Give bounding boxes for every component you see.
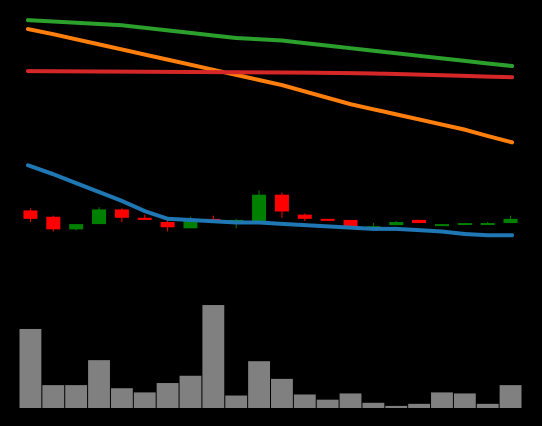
- volume-bar: [499, 385, 522, 408]
- candle-body: [69, 224, 84, 230]
- volume-bar: [339, 393, 362, 408]
- volume-bar: [19, 328, 42, 408]
- candle-body: [160, 222, 175, 228]
- volume-bar: [179, 375, 202, 408]
- volume-bar: [408, 403, 431, 408]
- volume-bar: [476, 403, 499, 408]
- volume-bar: [248, 361, 270, 408]
- candle-body: [457, 223, 472, 226]
- candle-body: [503, 218, 518, 224]
- candles: [23, 190, 518, 232]
- candle-body: [320, 218, 335, 221]
- candle-body: [183, 220, 198, 229]
- volume-bar: [225, 395, 248, 408]
- volume-bar: [65, 385, 88, 408]
- volume-bar: [453, 393, 476, 408]
- candle-body: [480, 223, 495, 226]
- candle-body: [389, 222, 404, 226]
- volume-bars: [19, 305, 522, 408]
- candle-body: [92, 209, 107, 225]
- candle-body: [274, 194, 289, 212]
- candle-body: [297, 214, 312, 219]
- candle-body: [343, 219, 358, 227]
- moving-average-lines: [26, 18, 514, 238]
- volume-bar: [316, 399, 339, 408]
- volume-bar: [202, 305, 225, 408]
- candle-body: [114, 209, 129, 218]
- volume-bar: [293, 394, 316, 408]
- volume-bar: [156, 383, 179, 408]
- candle-body: [412, 219, 427, 224]
- volume-bar: [385, 405, 408, 408]
- volume-bar: [42, 385, 65, 408]
- volume-bar: [431, 392, 453, 408]
- volume-bar: [271, 378, 293, 408]
- candle-body: [252, 194, 267, 221]
- volume-bar: [362, 402, 385, 408]
- volume-bar: [88, 360, 110, 408]
- volume-bar: [133, 392, 156, 408]
- candle-body: [434, 224, 449, 227]
- moving-average-line-orange: [26, 27, 514, 145]
- candle-body: [23, 210, 38, 219]
- volume-bar: [110, 388, 133, 408]
- candle-body: [137, 217, 152, 220]
- moving-average-line-blue: [26, 163, 514, 238]
- moving-average-line-green: [26, 18, 514, 68]
- moving-average-line-red: [26, 69, 514, 80]
- candle-body: [46, 216, 61, 230]
